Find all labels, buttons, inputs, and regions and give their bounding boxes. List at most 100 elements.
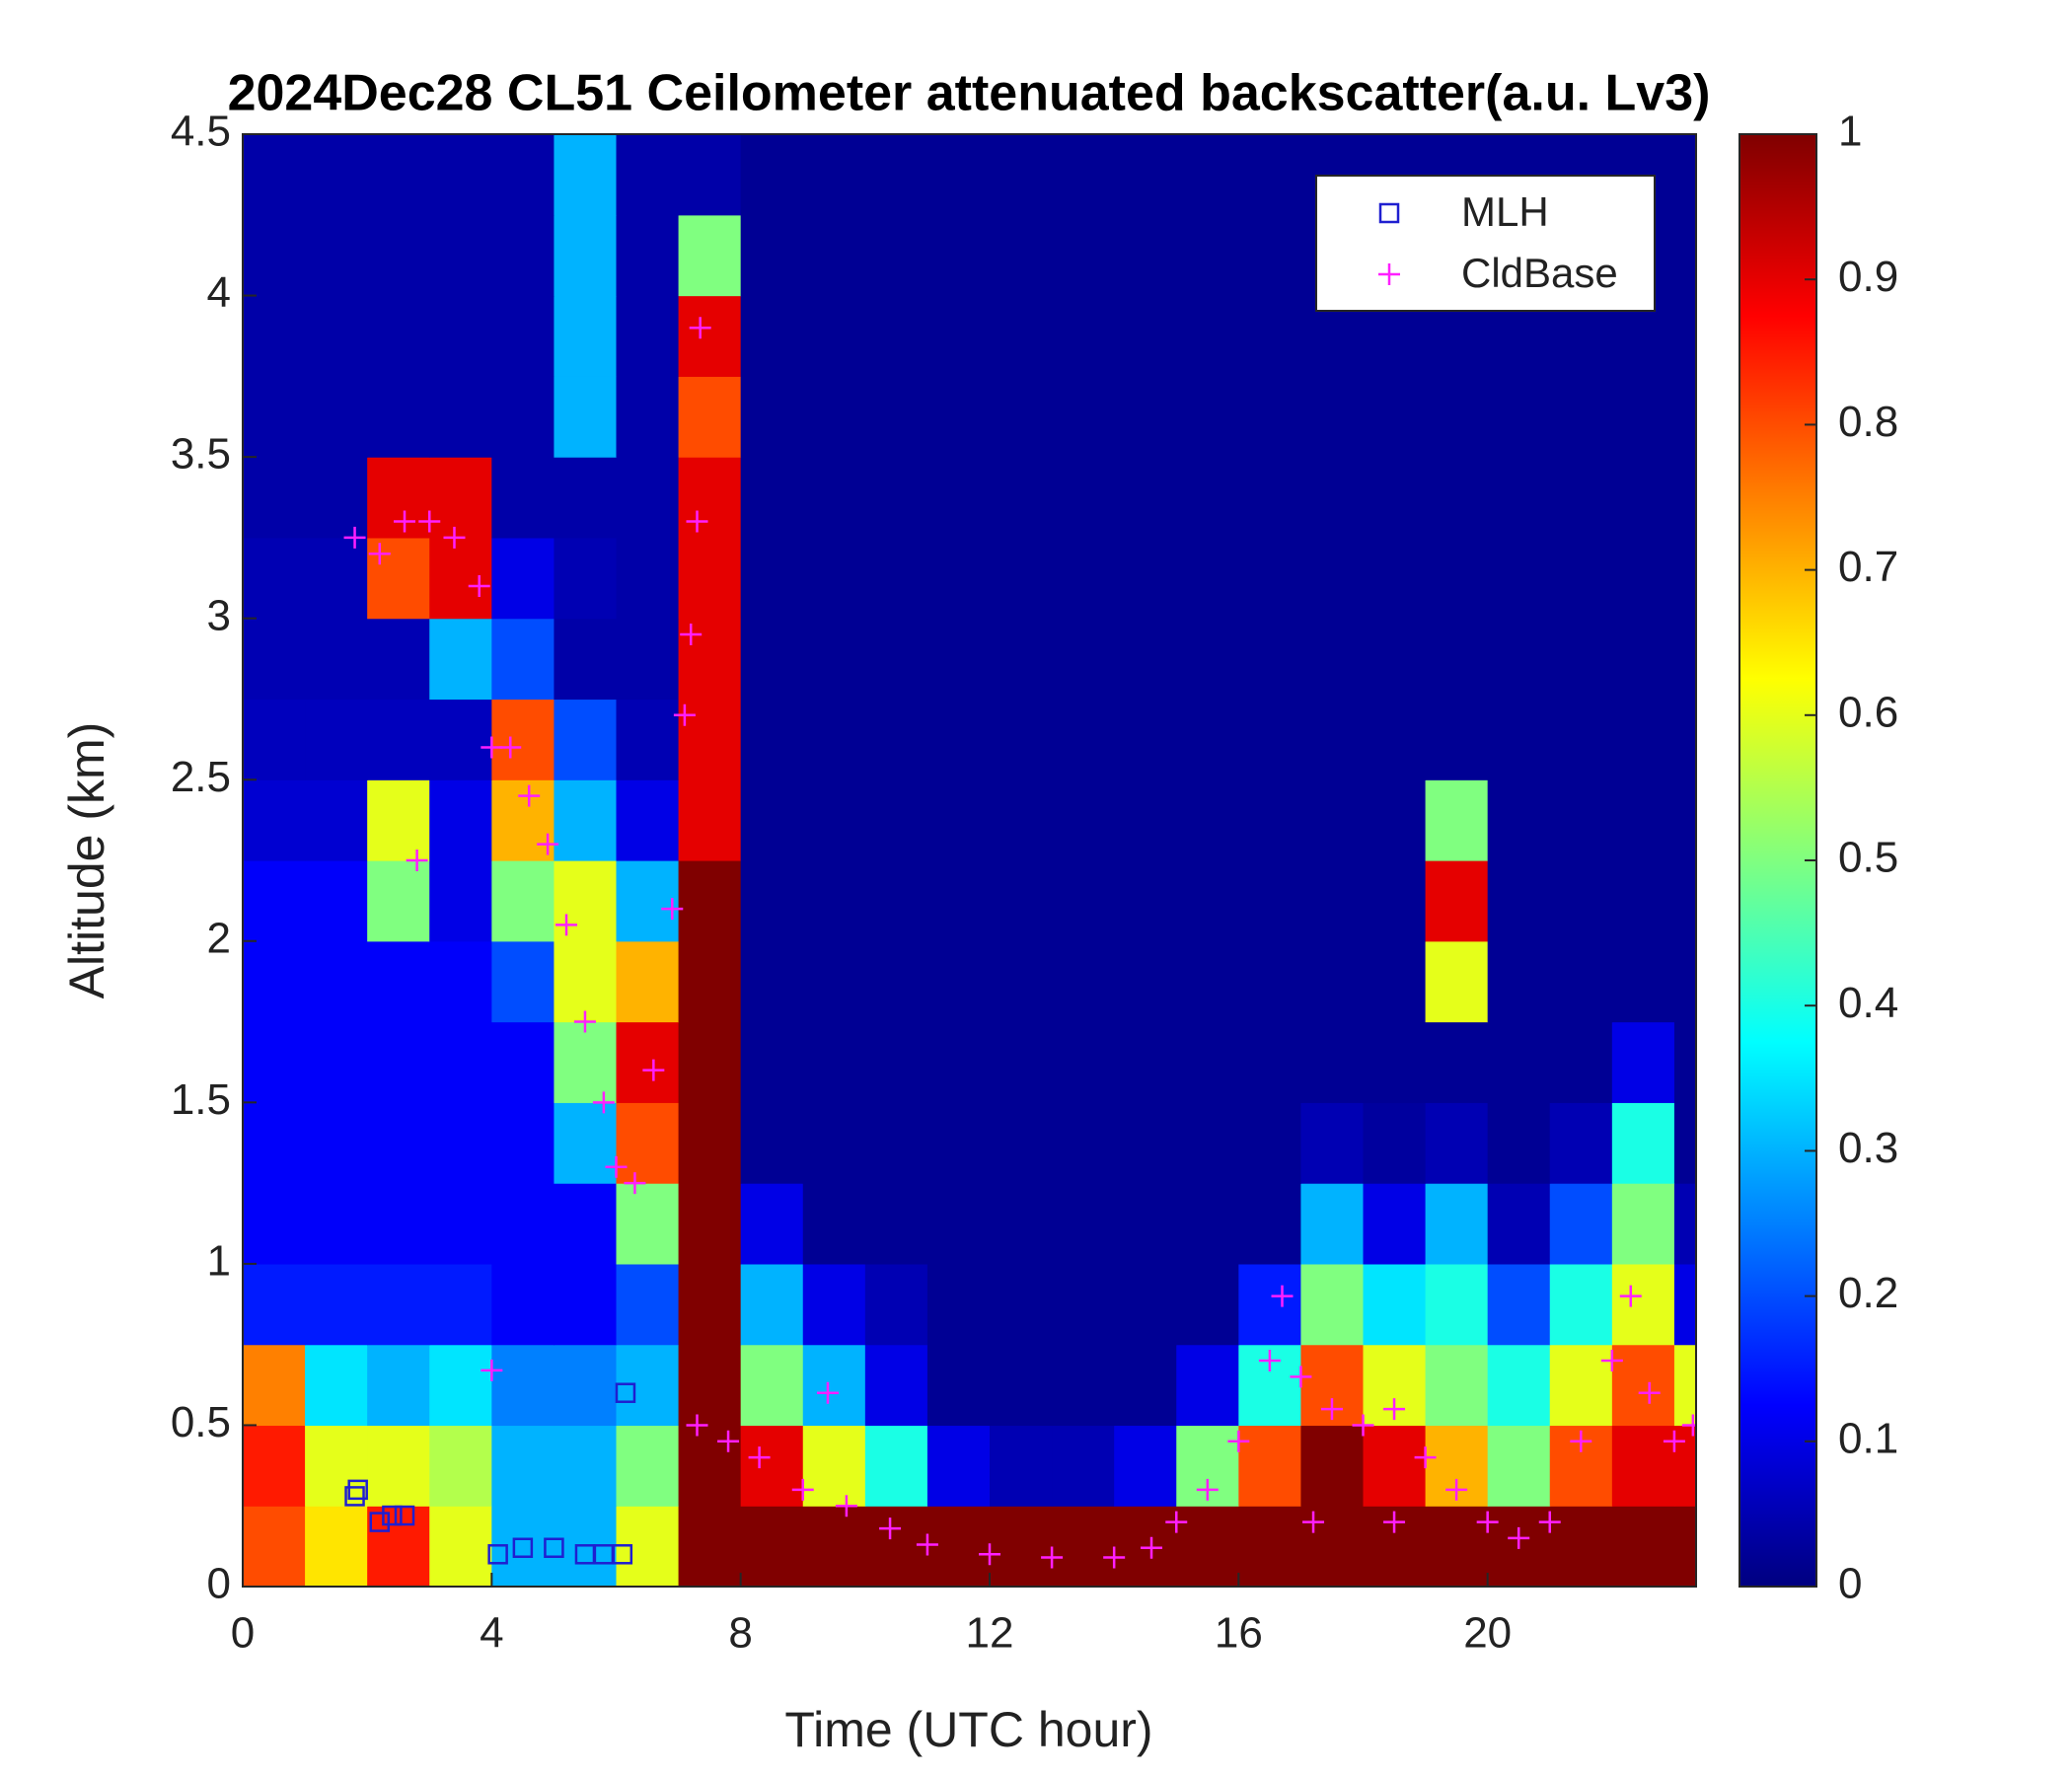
heat-cell bbox=[1425, 1102, 1489, 1184]
axes: 0 4 8 12 16 20 0 0.5 1 1.5 2 2.5 3 3.5 4 4.5 bbox=[171, 108, 1697, 1658]
data-point bbox=[916, 1533, 938, 1556]
heat-cell bbox=[554, 537, 618, 620]
heat-cell bbox=[243, 1021, 306, 1103]
data-point bbox=[1508, 1526, 1530, 1549]
heat-cell bbox=[864, 779, 928, 861]
heat-cell bbox=[243, 376, 306, 458]
data-point bbox=[347, 1479, 368, 1501]
heat-cell bbox=[491, 1021, 555, 1103]
heat-cell bbox=[1238, 457, 1302, 539]
heat-cell bbox=[1052, 1425, 1115, 1507]
data-point bbox=[1619, 1285, 1642, 1307]
heat-cell bbox=[1052, 779, 1115, 861]
heat-cell bbox=[864, 1183, 928, 1265]
heat-cell bbox=[1425, 537, 1489, 620]
colorbar-tick-label: 1 bbox=[1838, 108, 1862, 156]
heat-cell bbox=[554, 618, 618, 701]
heat-cell bbox=[1052, 134, 1115, 216]
heat-cell bbox=[554, 1102, 618, 1184]
heat-cell bbox=[1549, 1506, 1613, 1587]
heat-cell bbox=[990, 860, 1053, 942]
heat-cell bbox=[926, 457, 991, 539]
heat-cell bbox=[990, 1506, 1053, 1587]
heat-cell bbox=[1052, 1263, 1115, 1346]
heat-cell bbox=[864, 940, 928, 1023]
heat-cell bbox=[1487, 537, 1551, 620]
heat-cell bbox=[1114, 860, 1177, 942]
heat-cell bbox=[926, 699, 991, 780]
heat-cell bbox=[1549, 457, 1613, 539]
heat-cell bbox=[1549, 940, 1613, 1023]
heat-cell bbox=[429, 779, 492, 861]
heat-cell bbox=[1052, 699, 1115, 780]
heat-cell bbox=[1549, 537, 1613, 620]
heat-cell bbox=[926, 1263, 991, 1346]
heat-cell bbox=[1673, 537, 1696, 620]
heat-cell bbox=[1176, 618, 1239, 701]
heat-cell bbox=[367, 1506, 430, 1587]
heat-cell bbox=[367, 134, 430, 216]
heat-cell bbox=[1611, 618, 1675, 701]
heat-cell bbox=[429, 618, 492, 701]
heat-cell bbox=[926, 1506, 991, 1587]
heat-cell bbox=[616, 1425, 680, 1507]
heat-cell bbox=[1425, 779, 1489, 861]
legend-box bbox=[1315, 175, 1656, 312]
heat-cell bbox=[740, 1506, 804, 1587]
heat-cell bbox=[802, 1102, 866, 1184]
legend-label: CldBase bbox=[1461, 250, 1618, 296]
data-point bbox=[673, 703, 696, 726]
heat-cell bbox=[740, 457, 804, 539]
heat-cell bbox=[305, 699, 368, 780]
heat-cell bbox=[616, 457, 680, 539]
heat-cell bbox=[243, 699, 306, 780]
colorbar-tick-label: 0.4 bbox=[1838, 979, 1898, 1027]
heat-cell bbox=[1487, 618, 1551, 701]
heat-cell bbox=[243, 860, 306, 942]
heat-cell bbox=[802, 618, 866, 701]
data-point bbox=[879, 1517, 902, 1540]
heat-cell bbox=[1114, 1183, 1177, 1265]
heat-cell bbox=[305, 214, 368, 297]
data-point bbox=[979, 1543, 1000, 1566]
data-point bbox=[1041, 1546, 1064, 1569]
heat-cell bbox=[1363, 1183, 1427, 1265]
heat-cell bbox=[926, 1183, 991, 1265]
data-point bbox=[394, 510, 416, 533]
heat-cell bbox=[1363, 1425, 1427, 1507]
scatter-layer bbox=[343, 317, 1696, 1569]
heat-cell bbox=[802, 537, 866, 620]
heat-cell bbox=[429, 860, 492, 942]
heat-cell bbox=[740, 1021, 804, 1103]
heat-cell bbox=[990, 1102, 1053, 1184]
heat-cell bbox=[554, 295, 618, 377]
heat-cell bbox=[1114, 1263, 1177, 1346]
data-point bbox=[605, 1155, 628, 1178]
heat-cell bbox=[678, 295, 742, 377]
heat-cell bbox=[1673, 940, 1696, 1023]
heat-cell bbox=[429, 699, 492, 780]
heat-cell bbox=[740, 376, 804, 458]
heat-cell bbox=[429, 537, 492, 620]
heat-cell bbox=[243, 1102, 306, 1184]
heat-cell bbox=[1114, 1021, 1177, 1103]
heat-cell bbox=[740, 1183, 804, 1265]
heat-cell bbox=[990, 134, 1053, 216]
heat-cell bbox=[1425, 457, 1489, 539]
heat-cell bbox=[367, 1344, 430, 1427]
heat-cell bbox=[678, 1263, 742, 1346]
colorbar-tick-label: 0.5 bbox=[1838, 834, 1898, 882]
heat-cell bbox=[1300, 940, 1365, 1023]
data-point bbox=[1638, 1381, 1661, 1404]
heat-cell bbox=[554, 457, 618, 539]
data-point bbox=[394, 1505, 415, 1526]
data-point bbox=[1320, 1398, 1343, 1421]
heat-cell bbox=[1425, 618, 1489, 701]
heat-cell bbox=[616, 134, 680, 216]
heat-cell bbox=[1114, 1102, 1177, 1184]
heat-cell bbox=[243, 779, 306, 861]
heat-cell bbox=[616, 376, 680, 458]
heat-cell bbox=[1611, 1263, 1675, 1346]
heat-cell bbox=[491, 537, 555, 620]
